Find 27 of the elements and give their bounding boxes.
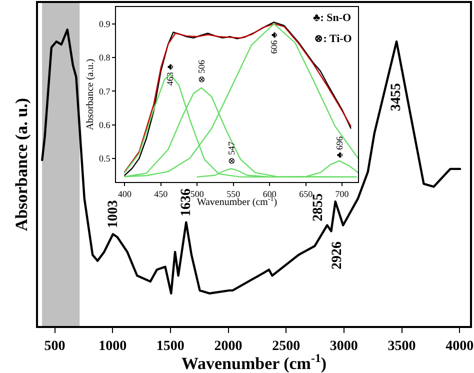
y-tick-label: 0.6 bbox=[98, 120, 111, 130]
x-tick-label: 700 bbox=[335, 188, 350, 199]
y-tick-label: 0.5 bbox=[98, 154, 111, 164]
x-tick-label: 500 bbox=[44, 338, 66, 354]
annotation: 3455 bbox=[389, 83, 404, 112]
y-tick-label: 0.8 bbox=[98, 52, 111, 63]
y-axis-title: Absorbance (a.u.) bbox=[84, 58, 96, 130]
x-tick-label: 3500 bbox=[388, 338, 416, 354]
annotation: 1003 bbox=[106, 200, 121, 228]
x-tick-label: 3000 bbox=[330, 338, 358, 354]
annotation: 463 ♣ bbox=[165, 64, 176, 86]
y-tick-label: 0.9 bbox=[98, 18, 111, 29]
annotation: 2926 bbox=[330, 242, 346, 270]
annotation: ♣: Sn-O bbox=[313, 12, 352, 24]
annotation: ⊗ 506 bbox=[196, 59, 207, 84]
annotation: ⊗: Ti-O bbox=[314, 33, 352, 45]
y-tick-label: 0.7 bbox=[98, 86, 111, 96]
annotation: ⊗ 547 bbox=[226, 140, 237, 165]
x-tick-label: 1000 bbox=[98, 338, 127, 354]
x-tick-label: 500 bbox=[190, 188, 204, 199]
y-axis-title: Absorbance (a. u.) bbox=[12, 98, 32, 232]
annotation: 606 ♣ bbox=[269, 32, 280, 54]
x-tick-label: 650 bbox=[299, 188, 314, 199]
x-tick-label: 400 bbox=[118, 188, 132, 199]
annotation: ♣ 696 bbox=[334, 136, 344, 158]
x-tick-label: 4000 bbox=[446, 338, 474, 354]
x-tick-label: 450 bbox=[154, 188, 168, 199]
